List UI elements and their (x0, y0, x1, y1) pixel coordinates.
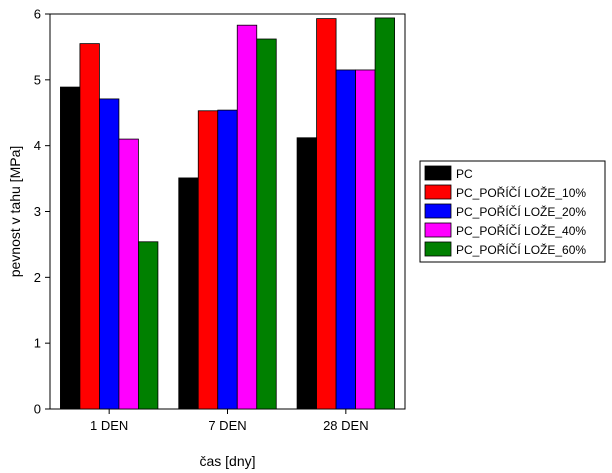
x-tick-label: 28 DEN (323, 418, 369, 433)
bars (60, 17, 395, 410)
legend-label: PC_POŘÍČÍ LOŽE_10% (456, 185, 586, 200)
bar-2-0 (296, 137, 317, 410)
bar-0-3 (118, 138, 139, 410)
legend-label: PC (456, 167, 473, 181)
bar-0-1 (79, 43, 100, 410)
legend-swatch (424, 165, 452, 181)
y-tick-label: 3 (34, 204, 41, 219)
legend-swatch (424, 203, 452, 219)
bar-1-0 (178, 177, 199, 410)
x-axis-title: čas [dny] (199, 453, 255, 469)
legend-swatch (424, 241, 452, 257)
y-tick-label: 2 (34, 270, 41, 285)
x-tick-label: 7 DEN (208, 418, 246, 433)
y-axis-ticks: 0 1 2 3 4 5 6 (34, 7, 50, 417)
bar-0-2 (99, 98, 120, 410)
bar-2-2 (335, 69, 356, 410)
legend-swatch (424, 184, 452, 200)
legend-label: PC_POŘÍČÍ LOŽE_60% (456, 242, 586, 257)
y-tick-label: 4 (34, 138, 41, 153)
bar-1-1 (197, 110, 219, 410)
y-tick-label: 6 (34, 7, 41, 22)
bar-2-3 (355, 69, 376, 410)
bar-1-3 (236, 24, 258, 410)
x-axis-ticks: 1 DEN 7 DEN 28 DEN (90, 409, 369, 433)
y-tick-label: 5 (34, 72, 41, 87)
legend: PC PC_POŘÍČÍ LOŽE_10% PC_POŘÍČÍ LOŽE_20% PC… (419, 160, 606, 263)
bar-2-4 (374, 17, 395, 410)
y-tick-label: 1 (34, 336, 41, 351)
bar-1-2 (217, 109, 238, 410)
legend-label: PC_POŘÍČÍ LOŽE_40% (456, 223, 586, 238)
x-tick-label: 1 DEN (90, 418, 128, 433)
bar-0-4 (138, 241, 159, 410)
legend-label: PC_POŘÍČÍ LOŽE_20% (456, 204, 586, 219)
bar-1-4 (256, 38, 277, 410)
bar-2-1 (316, 18, 337, 410)
y-axis-title: pevnost v tahu [MPa] (7, 146, 23, 278)
y-tick-label: 0 (34, 402, 41, 417)
bar-0-0 (60, 86, 81, 410)
legend-swatch (424, 222, 452, 238)
